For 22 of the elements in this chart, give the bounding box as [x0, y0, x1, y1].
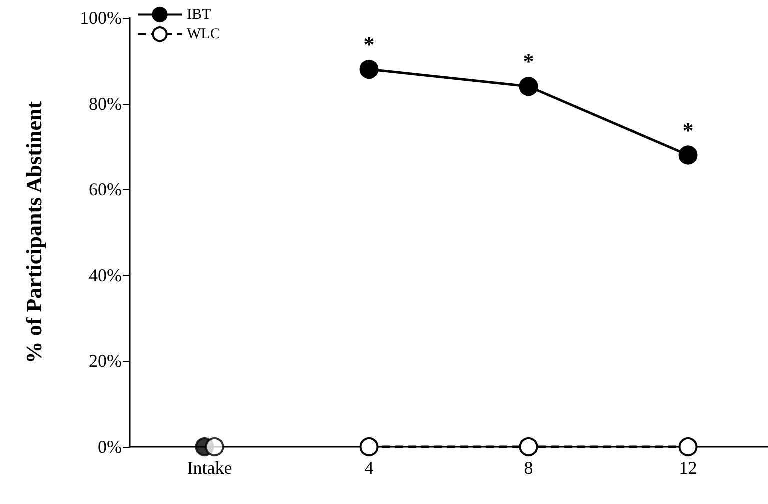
point	[360, 60, 379, 79]
point	[678, 146, 698, 165]
y-tick-label: 0%	[98, 437, 122, 457]
y-tick-label: 40%	[89, 265, 122, 286]
y-tick-label: 80%	[89, 94, 122, 114]
y-tick-label: 60%	[89, 180, 122, 200]
annotation: *	[364, 32, 375, 57]
legend-label: IBT	[187, 6, 212, 23]
point	[519, 438, 538, 456]
y-tick-label: 20%	[89, 351, 122, 372]
legend-label: WLC	[187, 26, 220, 42]
y-tick-label: 100%	[80, 8, 122, 28]
x-tick-label: 4	[364, 458, 374, 478]
y-axis-title: % of Participants Abstinent	[22, 100, 46, 364]
x-tick-label: 12	[679, 458, 698, 478]
point	[519, 77, 538, 96]
annotation: *	[523, 49, 534, 74]
annotation: *	[682, 118, 694, 143]
point	[678, 438, 698, 456]
x-tick-label: 8	[524, 458, 534, 478]
x-tick-label: Intake	[187, 458, 232, 478]
point	[360, 438, 379, 456]
